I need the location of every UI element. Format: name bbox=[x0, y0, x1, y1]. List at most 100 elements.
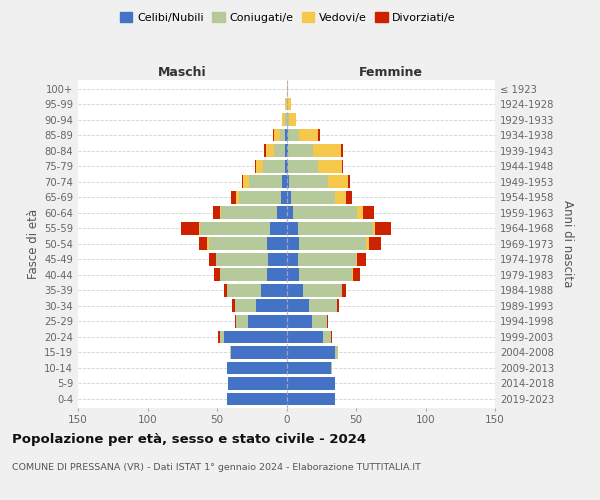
Bar bbox=[327, 315, 328, 328]
Bar bbox=[368, 238, 381, 250]
Bar bbox=[287, 128, 288, 141]
Bar bbox=[288, 98, 290, 110]
Bar bbox=[358, 206, 363, 219]
Bar bbox=[298, 222, 373, 234]
Bar bbox=[283, 113, 285, 126]
Bar bbox=[299, 268, 352, 281]
Bar bbox=[228, 377, 287, 390]
Bar bbox=[366, 238, 368, 250]
Bar bbox=[376, 222, 391, 234]
Bar bbox=[290, 191, 335, 203]
Bar bbox=[256, 160, 263, 172]
Bar bbox=[224, 330, 287, 343]
Bar bbox=[287, 160, 288, 172]
Bar bbox=[288, 128, 299, 141]
Bar bbox=[199, 222, 200, 234]
Bar bbox=[220, 206, 221, 219]
Bar bbox=[298, 253, 356, 266]
Bar bbox=[303, 284, 342, 296]
Bar bbox=[281, 191, 287, 203]
Legend: Celibi/Nubili, Coniugati/e, Vedovi/e, Divorziati/e: Celibi/Nubili, Coniugati/e, Vedovi/e, Di… bbox=[116, 8, 460, 28]
Bar bbox=[267, 268, 287, 281]
Bar bbox=[342, 284, 346, 296]
Bar bbox=[256, 300, 287, 312]
Bar bbox=[287, 330, 323, 343]
Text: COMUNE DI PRESSANA (VR) - Dati ISTAT 1° gennaio 2024 - Elaborazione TUTTITALIA.I: COMUNE DI PRESSANA (VR) - Dati ISTAT 1° … bbox=[12, 462, 421, 471]
Bar bbox=[287, 300, 309, 312]
Bar bbox=[270, 222, 287, 234]
Bar bbox=[236, 315, 248, 328]
Text: Popolazione per età, sesso e stato civile - 2024: Popolazione per età, sesso e stato civil… bbox=[12, 432, 366, 446]
Bar bbox=[249, 176, 283, 188]
Bar bbox=[230, 346, 231, 359]
Bar bbox=[356, 253, 358, 266]
Bar bbox=[287, 284, 303, 296]
Bar bbox=[262, 284, 287, 296]
Bar bbox=[287, 268, 299, 281]
Text: Maschi: Maschi bbox=[158, 66, 206, 79]
Bar bbox=[328, 176, 347, 188]
Bar bbox=[213, 206, 220, 219]
Bar bbox=[287, 82, 288, 95]
Bar bbox=[373, 222, 376, 234]
Bar bbox=[209, 253, 215, 266]
Bar bbox=[289, 113, 296, 126]
Bar bbox=[227, 392, 287, 406]
Bar bbox=[347, 176, 350, 188]
Bar bbox=[242, 176, 244, 188]
Bar bbox=[280, 128, 285, 141]
Bar bbox=[272, 128, 274, 141]
Bar bbox=[299, 238, 366, 250]
Bar bbox=[331, 330, 332, 343]
Y-axis label: Anni di nascita: Anni di nascita bbox=[562, 200, 574, 288]
Bar bbox=[287, 222, 298, 234]
Bar bbox=[346, 191, 352, 203]
Bar bbox=[287, 176, 289, 188]
Bar bbox=[323, 330, 331, 343]
Bar bbox=[288, 160, 319, 172]
Bar bbox=[263, 160, 285, 172]
Bar bbox=[363, 206, 374, 219]
Bar bbox=[215, 253, 268, 266]
Bar bbox=[266, 144, 274, 157]
Bar bbox=[214, 268, 220, 281]
Bar bbox=[287, 191, 290, 203]
Bar bbox=[274, 128, 280, 141]
Bar bbox=[287, 362, 331, 374]
Bar bbox=[248, 315, 287, 328]
Bar bbox=[287, 206, 293, 219]
Bar bbox=[236, 191, 239, 203]
Bar bbox=[207, 238, 209, 250]
Bar bbox=[267, 238, 287, 250]
Bar bbox=[199, 238, 207, 250]
Bar bbox=[337, 300, 340, 312]
Bar bbox=[268, 253, 287, 266]
Y-axis label: Fasce di età: Fasce di età bbox=[27, 208, 40, 279]
Bar bbox=[232, 300, 235, 312]
Bar bbox=[274, 144, 285, 157]
Bar bbox=[335, 346, 338, 359]
Bar bbox=[309, 300, 337, 312]
Bar bbox=[293, 206, 358, 219]
Bar bbox=[220, 268, 267, 281]
Bar bbox=[285, 98, 287, 110]
Bar bbox=[287, 392, 335, 406]
Bar bbox=[287, 98, 288, 110]
Bar bbox=[288, 144, 313, 157]
Bar bbox=[231, 191, 236, 203]
Bar bbox=[227, 362, 287, 374]
Bar bbox=[221, 206, 277, 219]
Bar bbox=[352, 268, 353, 281]
Bar bbox=[285, 113, 287, 126]
Bar bbox=[287, 238, 299, 250]
Bar bbox=[299, 128, 319, 141]
Bar bbox=[244, 176, 249, 188]
Bar bbox=[287, 346, 335, 359]
Bar bbox=[235, 315, 236, 328]
Bar bbox=[227, 284, 262, 296]
Bar bbox=[287, 253, 298, 266]
Bar bbox=[200, 222, 270, 234]
Bar bbox=[319, 160, 342, 172]
Bar bbox=[331, 362, 332, 374]
Bar bbox=[342, 160, 343, 172]
